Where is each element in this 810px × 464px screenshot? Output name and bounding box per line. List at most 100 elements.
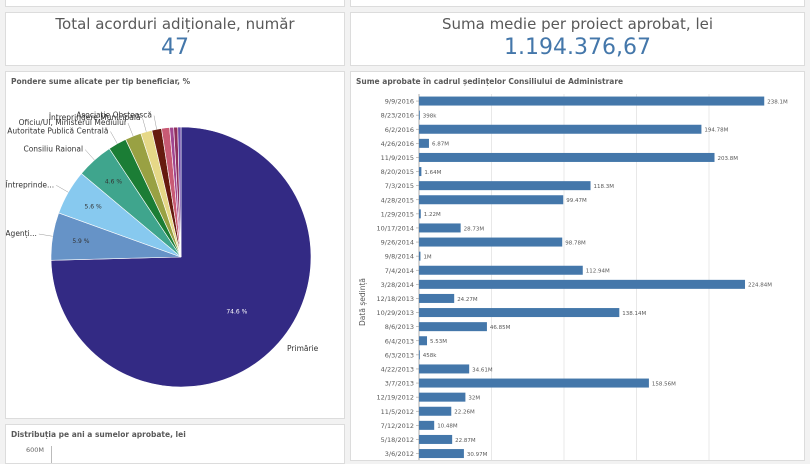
- distribution-y-tick: 600M: [26, 446, 45, 454]
- bar[interactable]: [419, 138, 429, 148]
- bar[interactable]: [419, 237, 563, 247]
- bar-category-label: 3/6/2012: [385, 450, 414, 458]
- bar-value-label: 458k: [423, 353, 437, 359]
- bar-category-label: 6/3/2013: [385, 351, 414, 359]
- bar[interactable]: [419, 449, 464, 459]
- pie-leader-line: [84, 149, 95, 161]
- bar[interactable]: [419, 209, 421, 219]
- bar[interactable]: [419, 195, 564, 205]
- bar[interactable]: [419, 293, 455, 303]
- distribution-chart-panel[interactable]: Distribuția pe ani a sumelor aprobate, l…: [5, 424, 345, 464]
- bar-chart-title: Sume aprobate în cadrul ședințelor Consi…: [356, 77, 624, 86]
- bar-value-label: 112.94M: [586, 269, 610, 275]
- pie-slice-other-11[interactable]: [177, 126, 182, 258]
- bar-category-label: 3/28/2014: [381, 281, 414, 289]
- bar-category-label: 12/19/2012: [377, 394, 414, 402]
- pie-label: Agenți...: [6, 229, 37, 239]
- bar-category-label: 9/8/2014: [385, 253, 414, 261]
- kpi-value: 47: [161, 35, 189, 60]
- bar-category-label: 9/26/2014: [381, 239, 414, 247]
- bar-category-label: 6/2/2016: [385, 126, 414, 134]
- bar-category-label: 5/18/2012: [381, 436, 414, 444]
- bar[interactable]: [419, 110, 420, 120]
- top-partial-card-left: [5, 0, 345, 7]
- bar-value-label: 194.78M: [704, 128, 728, 134]
- bar-value-label: 138.14M: [622, 311, 646, 317]
- bar[interactable]: [419, 336, 428, 346]
- bar-value-label: 1.22M: [424, 212, 441, 218]
- bar[interactable]: [419, 420, 435, 430]
- bar-value-label: 224.84M: [748, 283, 772, 289]
- bar-category-label: 4/26/2016: [381, 140, 414, 148]
- kpi-title: Suma medie per proiect aprobat, lei: [441, 15, 714, 33]
- bar[interactable]: [419, 392, 466, 402]
- pie-label: Asociație Obștească: [76, 111, 152, 121]
- bar-value-label: 118.3M: [594, 184, 615, 190]
- bar-value-label: 158.56M: [652, 381, 676, 387]
- bar-value-label: 1.64M: [424, 170, 441, 176]
- distribution-y-axis: [51, 446, 52, 463]
- pie-leader-line: [56, 185, 69, 193]
- pie-label: Întreprinde...: [6, 180, 54, 189]
- bar[interactable]: [419, 124, 702, 134]
- bar-value-label: 238.1M: [767, 99, 788, 105]
- pie-label: Oficiu/UI, Ministerul Mediului: [19, 118, 126, 127]
- pie-label: Întreprindere Municipală: [49, 113, 141, 122]
- pie-pct-label: 74.6 %: [226, 308, 247, 315]
- bar-category-label: 8/6/2013: [385, 323, 414, 331]
- bar[interactable]: [419, 406, 452, 416]
- kpi-title: Total acorduri adiționale, număr: [55, 15, 295, 33]
- bar-value-label: 46.85M: [490, 325, 511, 331]
- bar[interactable]: [419, 378, 649, 388]
- bar-category-label: 4/28/2015: [381, 196, 414, 204]
- pie-chart[interactable]: 74.6 % Primărie 5.9 % Agenți... 5.6 % Întrepr…: [6, 72, 345, 419]
- kpi-card-total-addenda[interactable]: Total acorduri adiționale, număr 47: [5, 12, 345, 66]
- bar[interactable]: [419, 167, 422, 177]
- bar-category-label: 8/20/2015: [381, 168, 414, 176]
- bar-value-label: 99.47M: [566, 198, 587, 204]
- bar-chart-panel[interactable]: Sume aprobate în cadrul ședințelor Consi…: [350, 71, 805, 461]
- bar-category-label: 11/5/2012: [381, 408, 414, 416]
- bar-category-label: 9/9/2016: [385, 98, 414, 106]
- pie-pct-label: 5.6 %: [85, 203, 102, 210]
- pie-leader-line: [110, 131, 118, 144]
- bar[interactable]: [419, 279, 746, 289]
- kpi-value: 1.194.376,67: [504, 35, 651, 60]
- bar[interactable]: [419, 364, 470, 374]
- pie-label: Autoritate Publică Centrală: [7, 126, 108, 135]
- bar[interactable]: [419, 96, 765, 106]
- pie-chart-panel[interactable]: Pondere sume alicate per tip beneficiar,…: [5, 71, 345, 419]
- bar-category-label: 10/17/2014: [377, 224, 414, 232]
- bar[interactable]: [419, 152, 715, 162]
- bar-value-label: 10.48M: [437, 424, 458, 430]
- pie-pct-label: 4.6 %: [105, 178, 122, 185]
- bar-value-label: 98.78M: [565, 240, 586, 246]
- bar[interactable]: [419, 181, 591, 191]
- pie-leader-line: [38, 233, 53, 237]
- bar-value-label: 34.61M: [472, 367, 493, 373]
- bar-value-label: 22.87M: [455, 438, 476, 444]
- bar-chart[interactable]: Dată ședință 9/9/2016 238.1M 8/23/2016 398k 6…: [351, 72, 805, 461]
- bar-category-label: 4/22/2013: [381, 365, 414, 373]
- kpi-card-average-amount[interactable]: Suma medie per proiect aprobat, lei 1.19…: [350, 12, 805, 66]
- bar-value-label: 203.8M: [718, 156, 739, 162]
- pie-pct-label: 5.9 %: [72, 238, 89, 245]
- pie-label: Consiliu Raional: [23, 145, 83, 154]
- bar[interactable]: [419, 322, 487, 332]
- bar[interactable]: [419, 434, 453, 444]
- bar-category-label: 1/29/2015: [381, 210, 414, 218]
- bar[interactable]: [419, 251, 421, 261]
- bar[interactable]: [419, 350, 420, 360]
- bar-y-axis-title: Dată ședință: [358, 278, 368, 326]
- top-partial-card-right: [350, 0, 805, 7]
- bar-category-label: 7/4/2014: [385, 267, 414, 275]
- bar[interactable]: [419, 223, 461, 233]
- bar-category-label: 7/3/2015: [385, 182, 414, 190]
- bar-value-label: 1M: [423, 254, 431, 260]
- pie-leader-line: [153, 115, 157, 130]
- bar[interactable]: [419, 308, 620, 318]
- bar[interactable]: [419, 265, 583, 275]
- bar-value-label: 24.27M: [457, 297, 478, 303]
- bar-category-label: 7/12/2012: [381, 422, 414, 430]
- bar-category-label: 3/7/2013: [385, 380, 414, 388]
